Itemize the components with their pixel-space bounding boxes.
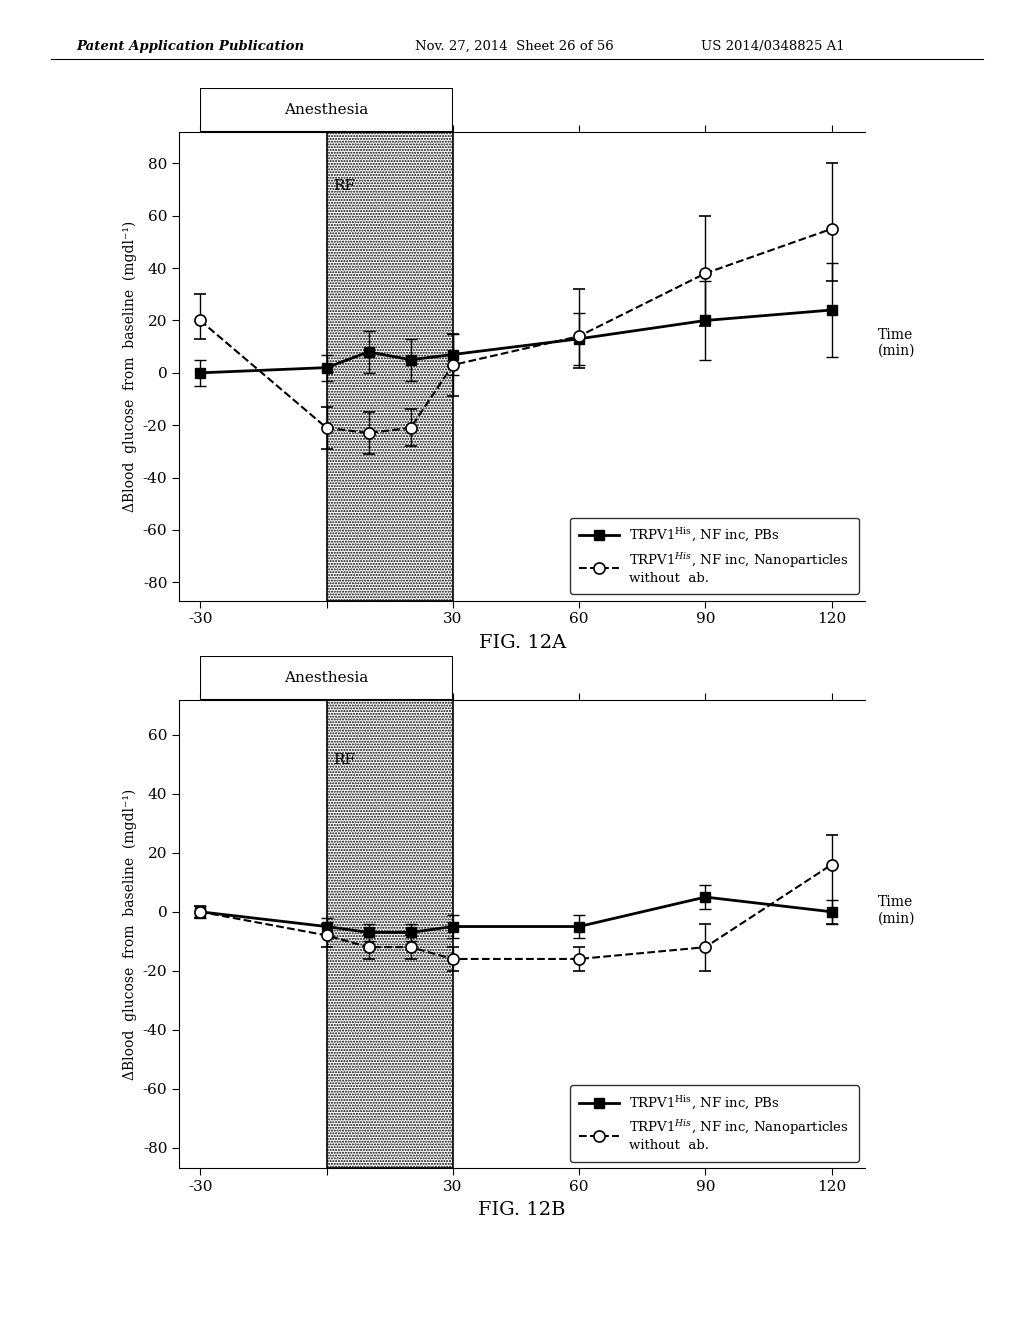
Bar	[327, 700, 453, 1168]
Y-axis label: ΔBlood  glucose  from  baseline  (mgdl⁻¹): ΔBlood glucose from baseline (mgdl⁻¹)	[123, 220, 137, 512]
Legend: TRPV1$^{\rm His}$, NF inc, PBs, TRPV1$^{His}$, NF inc, Nanoparticles
without  ab: TRPV1$^{\rm His}$, NF inc, PBs, TRPV1$^{…	[570, 517, 859, 594]
Text: Time
(min): Time (min)	[878, 327, 915, 358]
Text: RF: RF	[333, 752, 355, 767]
Text: Anesthesia: Anesthesia	[285, 103, 369, 117]
Text: US 2014/0348825 A1: US 2014/0348825 A1	[701, 40, 845, 53]
Text: RF: RF	[333, 180, 355, 193]
Y-axis label: ΔBlood  glucose  from  baseline  (mgdl⁻¹): ΔBlood glucose from baseline (mgdl⁻¹)	[123, 788, 137, 1080]
Legend: TRPV1$^{\rm His}$, NF inc, PBs, TRPV1$^{His}$, NF inc, Nanoparticles
without  ab: TRPV1$^{\rm His}$, NF inc, PBs, TRPV1$^{…	[570, 1085, 859, 1162]
Text: FIG. 12B: FIG. 12B	[478, 1201, 566, 1220]
Bar	[327, 132, 453, 601]
Text: Nov. 27, 2014  Sheet 26 of 56: Nov. 27, 2014 Sheet 26 of 56	[415, 40, 613, 53]
FancyBboxPatch shape	[201, 656, 453, 700]
FancyBboxPatch shape	[201, 88, 453, 132]
Text: FIG. 12A: FIG. 12A	[478, 634, 566, 652]
Text: Time
(min): Time (min)	[878, 895, 915, 925]
Text: Anesthesia: Anesthesia	[285, 671, 369, 685]
Text: Patent Application Publication: Patent Application Publication	[77, 40, 305, 53]
